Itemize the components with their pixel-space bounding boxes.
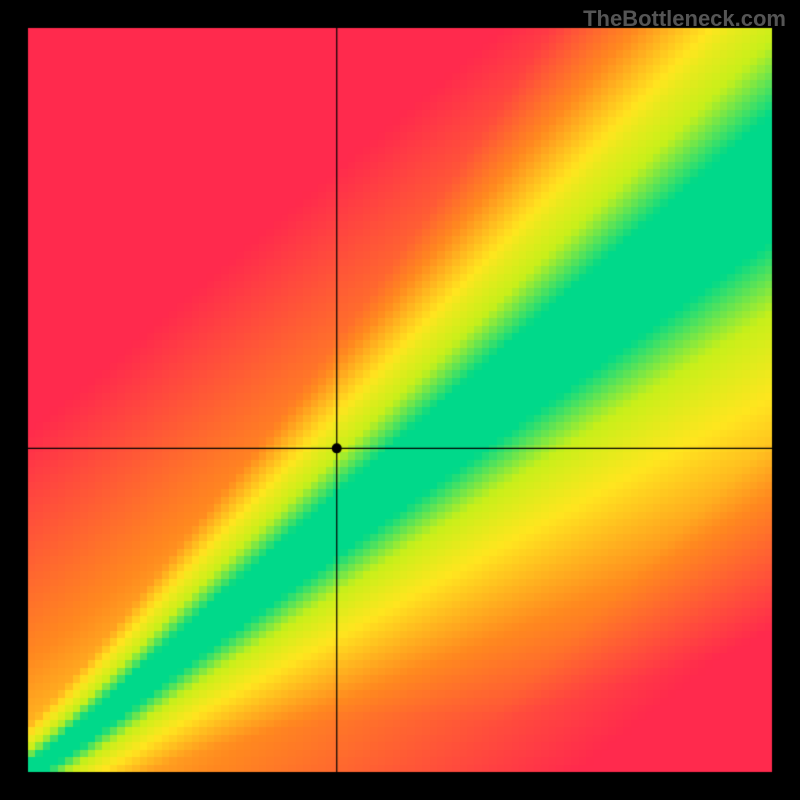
bottleneck-heatmap-canvas [0, 0, 800, 800]
bottleneck-heatmap-container: { "watermark": { "text": "TheBottleneck.… [0, 0, 800, 800]
watermark-text: TheBottleneck.com [583, 6, 786, 32]
